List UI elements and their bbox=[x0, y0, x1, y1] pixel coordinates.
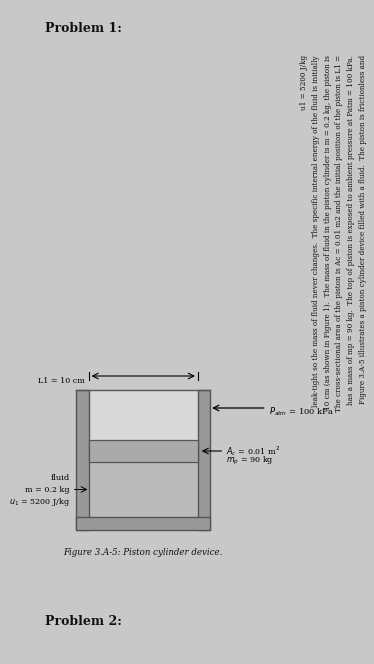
Bar bbox=[89, 440, 198, 462]
Bar bbox=[89, 462, 198, 517]
Text: Figure 3.A-5: Piston cylinder device.: Figure 3.A-5: Piston cylinder device. bbox=[64, 548, 223, 557]
Text: fluid: fluid bbox=[50, 473, 70, 481]
Text: The cross-sectional area of the piston is Ac = 0.01 m2 and the initial position : The cross-sectional area of the piston i… bbox=[335, 55, 343, 412]
Bar bbox=[89, 390, 198, 440]
Text: L1 = 10 cm: L1 = 10 cm bbox=[38, 377, 85, 385]
Text: Problem 2:: Problem 2: bbox=[45, 615, 122, 628]
Bar bbox=[76, 390, 89, 530]
Text: $A_c$ = 0.01 m$^2$: $A_c$ = 0.01 m$^2$ bbox=[226, 444, 280, 458]
Text: has a mass of mp = 90 kg.  The top of piston is exposed to ambient pressure at P: has a mass of mp = 90 kg. The top of pis… bbox=[347, 55, 355, 405]
Text: 10 cm (as shown in Figure 1).  The mass of fluid in the piston cylinder is m = 0: 10 cm (as shown in Figure 1). The mass o… bbox=[324, 55, 332, 410]
Text: Figure 3.A-5 illustrates a piston cylinder device filled with a fluid.  The pist: Figure 3.A-5 illustrates a piston cylind… bbox=[359, 55, 367, 404]
Text: leak-tight so the mass of fluid never changes.  The specific internal energy of : leak-tight so the mass of fluid never ch… bbox=[312, 55, 320, 406]
Bar bbox=[198, 390, 210, 530]
Text: m = 0.2 kg: m = 0.2 kg bbox=[25, 485, 70, 493]
Text: Problem 1:: Problem 1: bbox=[45, 22, 122, 35]
Text: $P_{atm}$ = 100 kPa: $P_{atm}$ = 100 kPa bbox=[269, 405, 334, 418]
Text: $u_1$ = 5200 J/kg: $u_1$ = 5200 J/kg bbox=[9, 495, 70, 507]
Text: $m_p$ = 90 kg: $m_p$ = 90 kg bbox=[226, 455, 274, 467]
Text: u1 = 5200 J/kg: u1 = 5200 J/kg bbox=[300, 55, 308, 110]
Bar bbox=[76, 517, 210, 530]
